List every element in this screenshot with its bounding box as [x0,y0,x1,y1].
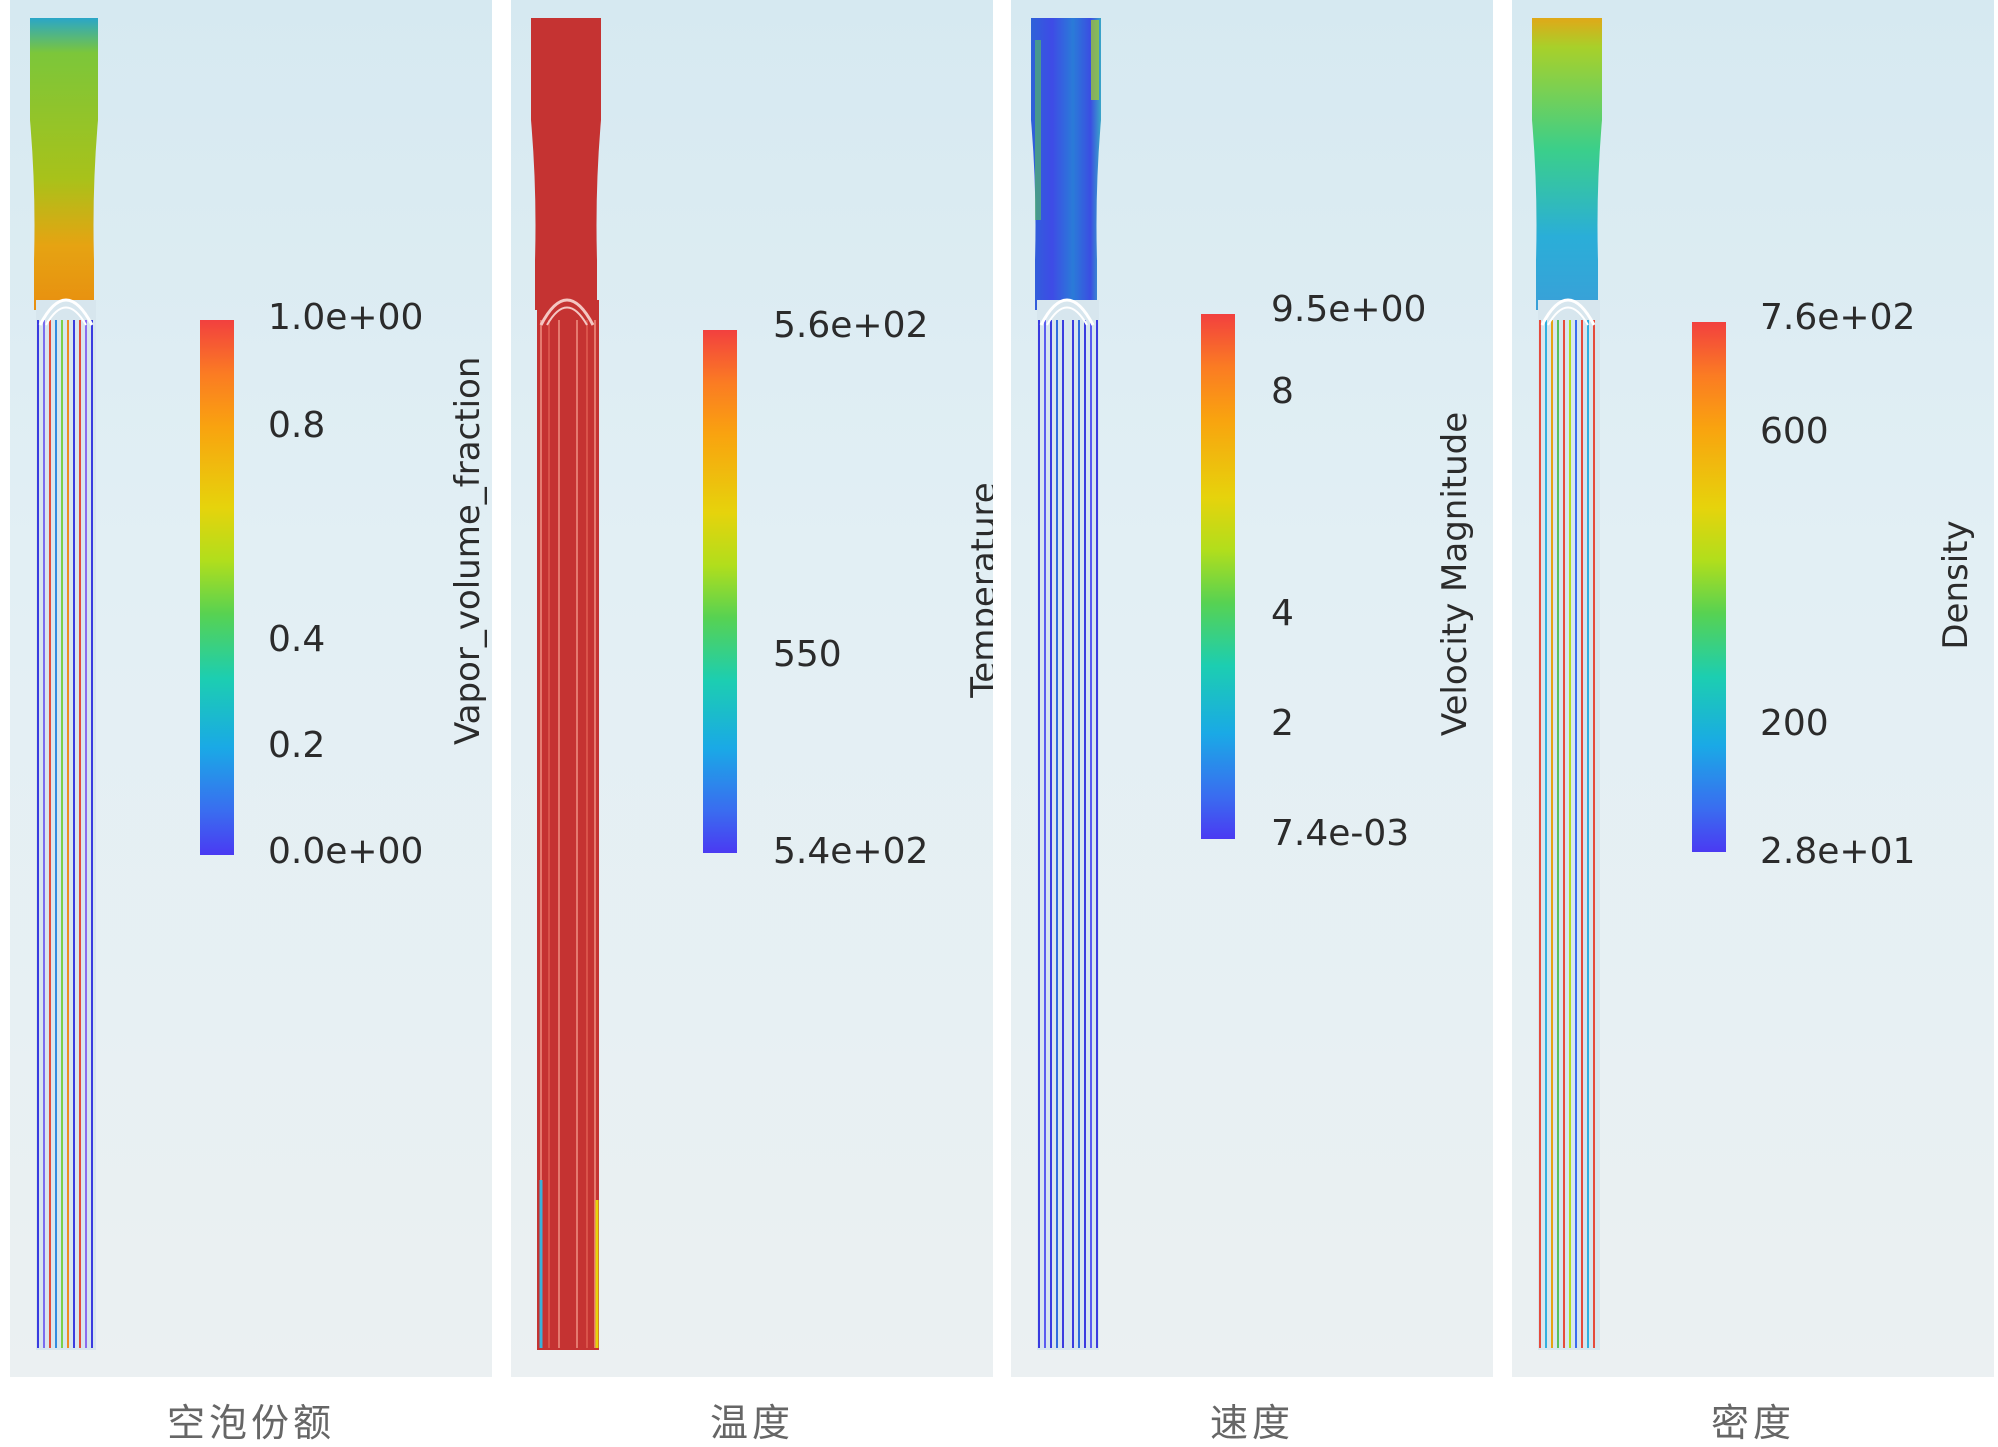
colorbar-tick-label: 2.8e+01 [1760,831,1916,872]
vapor-fraction-panel: 1.0e+00 0.8 0.4 0.2 0.0e+00 Vapor_volume… [10,0,492,1377]
colorbar-tick-label: 4 [1271,593,1294,634]
temperature-pipe-render [531,18,601,1350]
density-panel: 7.6e+02 600 200 2.8e+01 Density [1512,0,1994,1377]
velocity-pipe-render [1031,18,1101,1350]
velocity-colorbar [1201,314,1235,839]
colorbar-tick-label: 0.0e+00 [268,831,424,872]
colorbar-variable-title: Velocity Magnitude [1435,411,1475,737]
density-colorbar [1692,322,1726,852]
colorbar-variable-title: Vapor_volume_fraction [448,356,488,745]
colorbar-tick-label: 5.6e+02 [773,305,929,346]
velocity-caption: 速度 [1209,1401,1294,1445]
vapor-fraction-colorbar [200,320,234,855]
colorbar-tick-label: 200 [1760,703,1829,744]
vapor-fraction-pipe-render [30,18,98,1350]
colorbar-tick-label: 0.8 [268,405,326,446]
colorbar-tick-label: 600 [1760,411,1829,452]
colorbar-tick-label: 8 [1271,371,1294,412]
vapor-fraction-caption: 空泡份额 [166,1401,335,1445]
colorbar-variable-title: Density [1936,520,1976,650]
colorbar-tick-label: 7.4e-03 [1271,813,1410,854]
density-caption: 密度 [1710,1401,1795,1445]
velocity-panel: 9.5e+00 8 4 2 7.4e-03 Velocity Magnitude [1011,0,1493,1377]
colorbar-tick-label: 9.5e+00 [1271,289,1427,330]
colorbar-tick-label: 5.4e+02 [773,831,929,872]
colorbar-tick-label: 1.0e+00 [268,297,424,338]
temperature-colorbar [703,330,737,853]
colorbar-tick-label: 2 [1271,703,1294,744]
temperature-caption: 温度 [709,1401,794,1445]
colorbar-variable-title: Temperature [964,482,993,698]
colorbar-tick-label: 0.4 [268,619,326,660]
colorbar-tick-label: 7.6e+02 [1760,297,1916,338]
temperature-panel: 5.6e+02 550 5.4e+02 Temperature [511,0,993,1377]
density-pipe-render [1532,18,1602,1350]
colorbar-tick-label: 550 [773,634,842,675]
colorbar-tick-label: 0.2 [268,725,326,766]
